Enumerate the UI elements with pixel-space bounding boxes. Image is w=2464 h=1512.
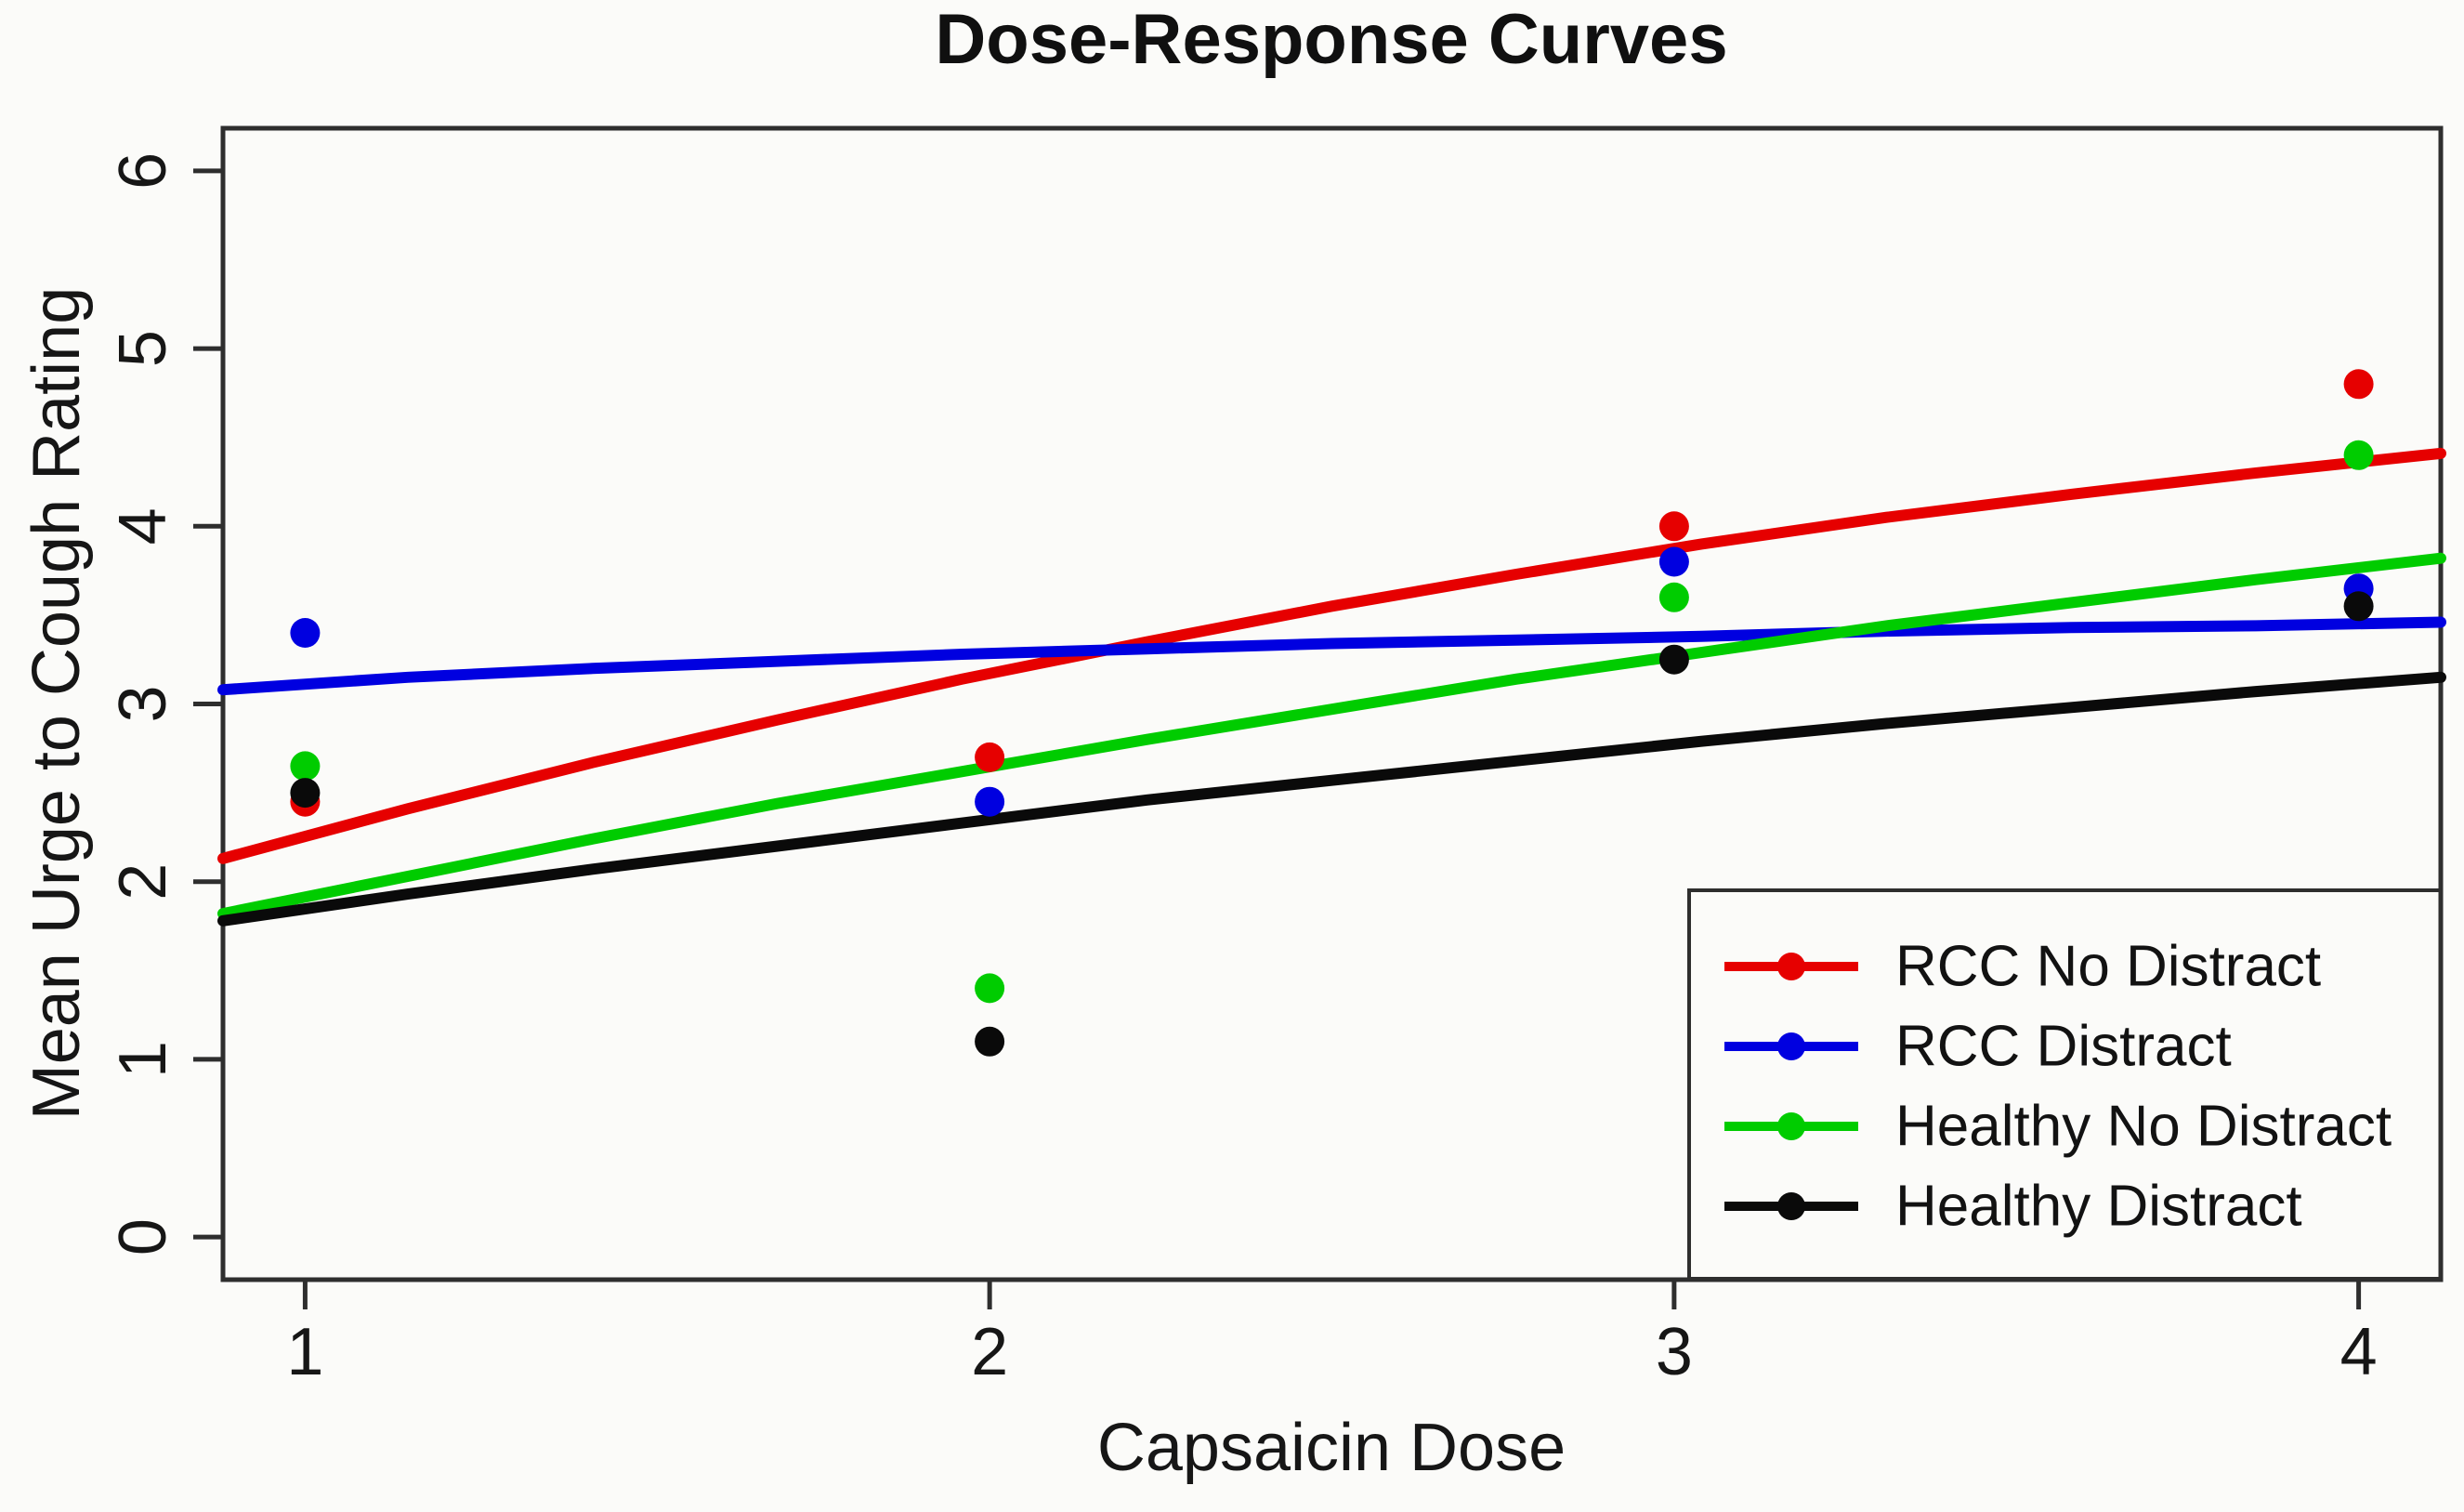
y-tick-label: 6 xyxy=(106,152,180,190)
data-points-layer xyxy=(290,369,2374,1057)
legend-item: RCC No Distract xyxy=(1724,935,2321,999)
legend-item: Healthy No Distract xyxy=(1724,1095,2392,1159)
data-point xyxy=(290,778,321,809)
fit-curve xyxy=(217,552,2446,920)
legend-item: RCC Distract xyxy=(1724,1015,2232,1079)
fit-curve xyxy=(217,447,2446,864)
data-point xyxy=(1658,644,1689,675)
y-axis-ticks: 0 1 2 3 4 5 6 xyxy=(106,152,223,1256)
data-point xyxy=(2343,369,2374,400)
data-point xyxy=(1658,546,1689,577)
fit-curve xyxy=(217,671,2446,927)
y-axis-label: Mean Urge to Cough Rating xyxy=(20,287,94,1121)
data-point xyxy=(975,742,1005,772)
fitted-curves-layer xyxy=(217,447,2446,927)
y-tick-label: 4 xyxy=(106,507,180,545)
x-tick-label: 4 xyxy=(2340,1315,2378,1389)
data-point xyxy=(975,973,1005,1004)
legend-point-icon xyxy=(1777,1032,1805,1060)
legend: RCC No Distract RCC Distract Healthy No … xyxy=(1687,888,2443,1281)
y-tick-label: 1 xyxy=(106,1041,180,1078)
data-point xyxy=(1658,582,1689,612)
fit-curve xyxy=(217,616,2446,696)
data-point xyxy=(2343,591,2374,622)
legend-point-icon xyxy=(1777,1192,1805,1220)
x-tick-label: 2 xyxy=(971,1315,1008,1389)
x-tick-label: 1 xyxy=(286,1315,323,1389)
data-point xyxy=(975,1026,1005,1057)
legend-item-label: RCC No Distract xyxy=(1895,935,2321,999)
x-axis-label: Capsaicin Dose xyxy=(1097,1411,1566,1485)
y-tick-label: 2 xyxy=(106,863,180,901)
legend-item-label: Healthy Distract xyxy=(1895,1175,2302,1239)
legend-item-label: RCC Distract xyxy=(1895,1015,2232,1079)
data-point xyxy=(290,751,321,782)
legend-item-label: Healthy No Distract xyxy=(1895,1095,2392,1159)
data-point xyxy=(975,786,1005,817)
data-point xyxy=(290,618,321,648)
legend-box xyxy=(1687,888,2443,1281)
x-tick-label: 3 xyxy=(1656,1315,1693,1389)
chart-title: Dose-Response Curves xyxy=(935,0,1727,79)
y-tick-label: 3 xyxy=(106,685,180,722)
y-tick-label: 5 xyxy=(106,330,180,367)
data-point xyxy=(2343,440,2374,470)
legend-item: Healthy Distract xyxy=(1724,1175,2302,1239)
legend-point-icon xyxy=(1777,953,1805,980)
data-point xyxy=(1658,511,1689,542)
x-axis-ticks: 1 2 3 4 xyxy=(286,1280,2378,1389)
legend-point-icon xyxy=(1777,1112,1805,1140)
y-tick-label: 0 xyxy=(106,1218,180,1256)
